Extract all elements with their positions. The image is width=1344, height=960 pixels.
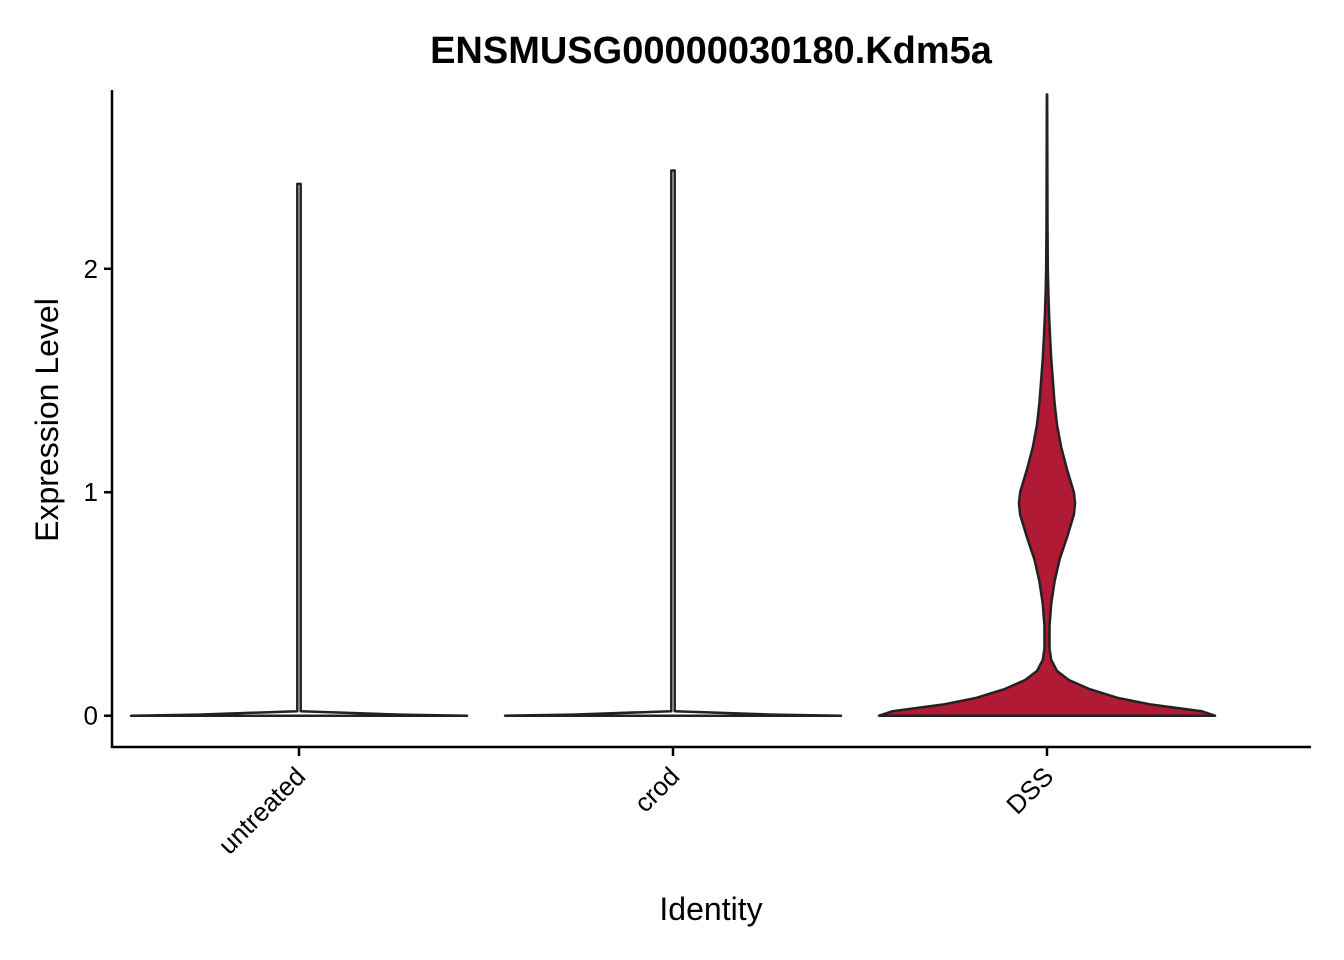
violins bbox=[129, 93, 1217, 717]
violin-untreated bbox=[129, 182, 469, 717]
y-tick-label: 0 bbox=[84, 701, 98, 731]
x-ticks: untreated crod DSS bbox=[212, 747, 1059, 860]
x-tick-label-dss: DSS bbox=[1000, 761, 1059, 820]
y-tick-label: 1 bbox=[84, 477, 98, 507]
y-axis-title: Expression Level bbox=[29, 298, 65, 542]
y-tick-label: 2 bbox=[84, 254, 98, 284]
violin-dss bbox=[877, 93, 1217, 717]
axes bbox=[110, 90, 1311, 749]
y-ticks: 0 1 2 bbox=[84, 254, 112, 731]
x-axis-title: Identity bbox=[659, 891, 762, 927]
violin-crod bbox=[503, 169, 843, 717]
chart-title: ENSMUSG00000030180.Kdm5a bbox=[430, 30, 993, 72]
x-tick-label-untreated: untreated bbox=[212, 761, 311, 860]
x-tick-label-crod: crod bbox=[628, 761, 685, 818]
